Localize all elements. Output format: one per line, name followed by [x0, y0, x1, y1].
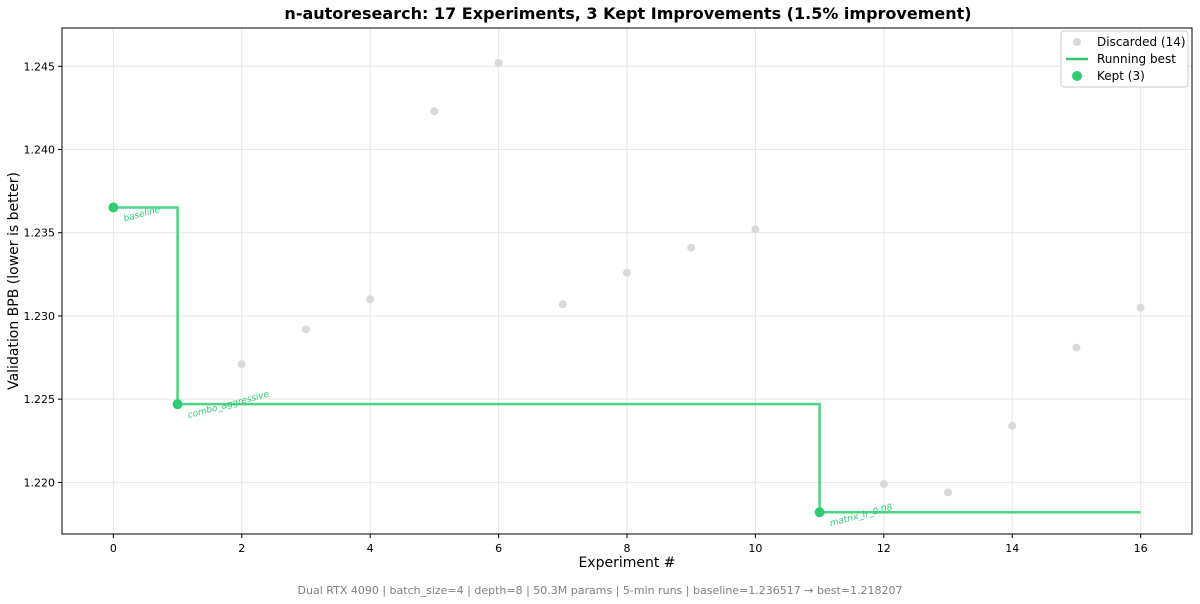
legend-discarded-label: Discarded (14) [1097, 35, 1186, 49]
chart-title: n-autoresearch: 17 Experiments, 3 Kept I… [284, 4, 971, 23]
x-tick-label: 14 [1005, 542, 1019, 555]
discarded-point [944, 488, 953, 497]
x-tick-label: 4 [367, 542, 374, 555]
legend: Discarded (14) Running best Kept (3) [1060, 30, 1189, 88]
legend-box [1060, 30, 1189, 88]
y-tick-label: 1.230 [24, 310, 56, 323]
kept-point [108, 202, 119, 213]
discarded-point [301, 325, 310, 334]
footer-note: Dual RTX 4090 | batch_size=4 | depth=8 |… [298, 584, 903, 597]
running-best-line [113, 206, 1141, 514]
x-tick-label: 8 [624, 542, 631, 555]
discarded-point [1008, 421, 1017, 430]
legend-running-best-label: Running best [1097, 52, 1176, 66]
kept-point [172, 399, 183, 410]
y-axis-label: Validation BPB (lower is better) [6, 172, 22, 390]
x-tick-label: 16 [1134, 542, 1148, 555]
discarded-point [879, 480, 888, 489]
y-tick-label: 1.235 [24, 227, 56, 240]
x-tick-label: 0 [110, 542, 117, 555]
grid [62, 28, 1192, 534]
x-tick-label: 6 [495, 542, 502, 555]
x-axis-label: Experiment # [578, 555, 675, 571]
discarded-point [687, 243, 696, 252]
y-tick-label: 1.225 [24, 393, 56, 406]
kept-point [814, 507, 825, 518]
discarded-point [751, 225, 760, 234]
axis-ticks: 0 2 4 6 8 10 12 14 16 1.220 1.225 1.230 1.235 1.240 1.… [24, 60, 1148, 555]
y-tick-label: 1.240 [24, 144, 56, 157]
discarded-point [494, 58, 503, 67]
discarded-point [1136, 303, 1145, 312]
x-tick-label: 10 [748, 542, 762, 555]
x-tick-label: 12 [877, 542, 891, 555]
legend-discarded-marker [1073, 38, 1081, 46]
discarded-point [237, 360, 246, 369]
legend-kept-marker [1072, 71, 1082, 81]
legend-kept-label: Kept (3) [1097, 69, 1145, 83]
y-tick-label: 1.245 [24, 60, 56, 73]
x-tick-label: 2 [238, 542, 245, 555]
discarded-point [623, 268, 631, 277]
discarded-point [366, 295, 375, 304]
discarded-point [558, 300, 567, 309]
discarded-point [1072, 343, 1081, 352]
y-tick-label: 1.220 [24, 476, 56, 489]
discarded-point [430, 107, 439, 116]
